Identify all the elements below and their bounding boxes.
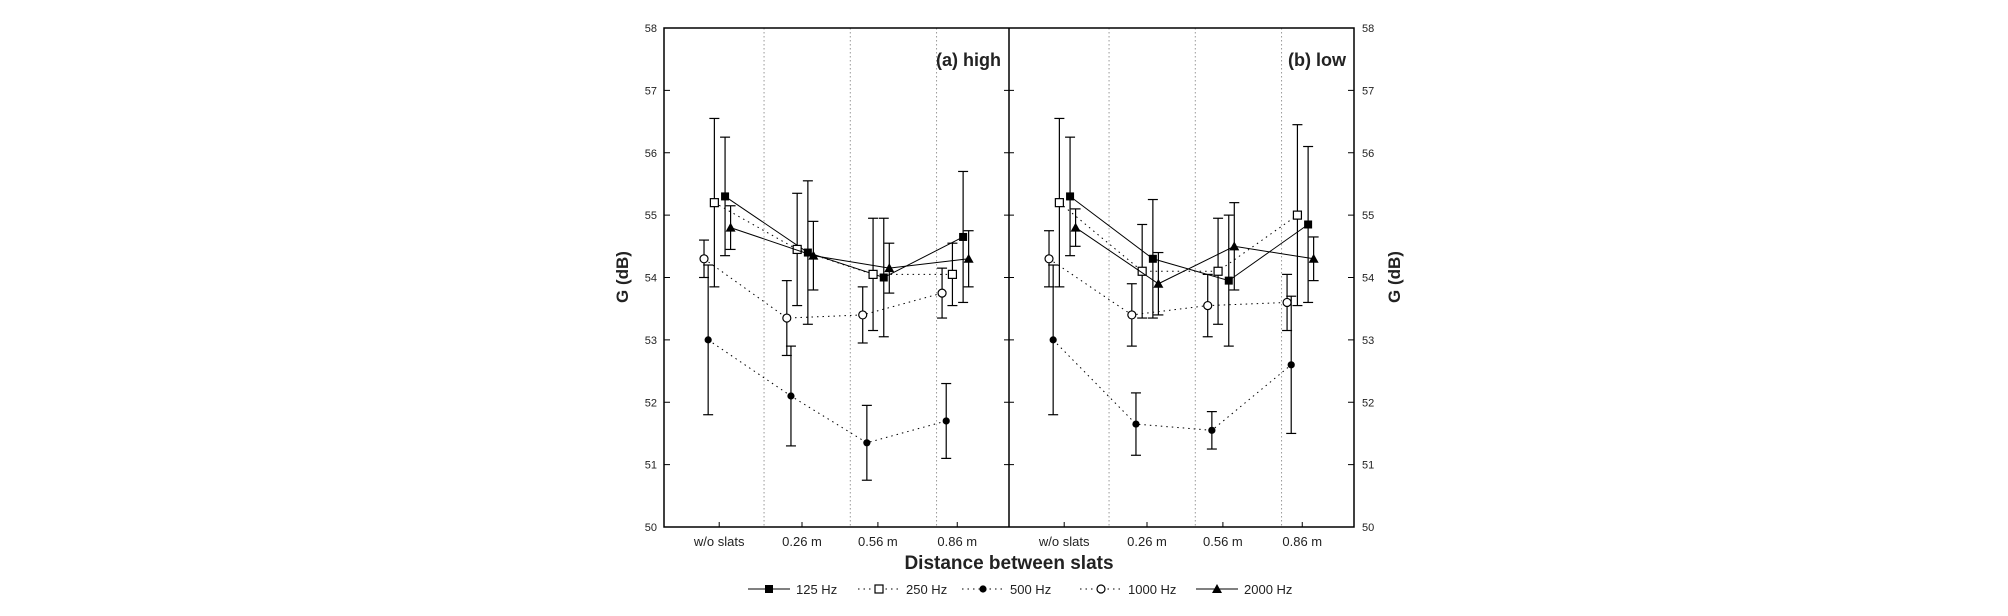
panel-2-data-point bbox=[1208, 426, 1216, 434]
y-tick-label-right: 50 bbox=[1362, 522, 1374, 534]
y-tick-label-left: 58 bbox=[645, 23, 657, 35]
panel-1-data-point bbox=[699, 254, 709, 264]
panel-2-data-point bbox=[1287, 361, 1295, 369]
panel-1-data-point bbox=[709, 198, 719, 208]
panel-2-data-point bbox=[1229, 241, 1240, 251]
panel-1-title: (a) high bbox=[936, 50, 1001, 70]
y-tick-label-right: 51 bbox=[1362, 460, 1374, 472]
text-layer: Distance between slats G (dB) G (dB) w/o… bbox=[613, 23, 1404, 574]
panel-1-x-tick-label: 0.26 m bbox=[782, 534, 822, 549]
panel-2-data-point bbox=[1213, 266, 1223, 276]
panel-2-data-point bbox=[1049, 336, 1057, 344]
panel-2-data-point bbox=[1153, 278, 1164, 288]
panel-2-data-point bbox=[1137, 266, 1147, 276]
legend-entry-label: 2000 Hz bbox=[1244, 582, 1292, 597]
panel-2-x-tick-label: w/o slats bbox=[1038, 534, 1090, 549]
panel-1-x-tick-label: 0.86 m bbox=[937, 534, 977, 549]
y-axis-label-left: G (dB) bbox=[613, 251, 632, 303]
panel-1-data-point bbox=[942, 417, 950, 425]
legend-marker bbox=[1096, 584, 1106, 594]
panel-1-data-point bbox=[879, 273, 888, 282]
y-tick-label-left: 55 bbox=[645, 210, 657, 222]
y-tick-label-right: 52 bbox=[1362, 397, 1374, 409]
legend: 125 Hz 250 Hz 500 Hz 1000 Hz 2000 Hz bbox=[748, 582, 1292, 597]
panel-2-data-point bbox=[1282, 297, 1292, 308]
panel-2-data-point bbox=[1070, 222, 1081, 232]
panel-2-data-point bbox=[1044, 254, 1054, 264]
y-tick-label-left: 50 bbox=[645, 522, 657, 534]
y-axis-label-right: G (dB) bbox=[1385, 251, 1404, 303]
panel-1-data-point bbox=[787, 392, 795, 400]
panel-2-data-point bbox=[1304, 220, 1313, 229]
panel-1-data-point bbox=[858, 310, 868, 320]
y-tick-label-right: 54 bbox=[1362, 273, 1374, 285]
legend-marker bbox=[765, 585, 773, 593]
panel-1-series-line-1 bbox=[724, 195, 964, 279]
y-tick-label-left: 56 bbox=[645, 148, 657, 160]
panel-2-series-line-1 bbox=[1069, 196, 1309, 282]
panel-1-x-tick-label: 0.56 m bbox=[858, 534, 898, 549]
panel-2-data-point bbox=[1224, 276, 1233, 285]
panel-2-x-tick-label: 0.26 m bbox=[1127, 534, 1167, 549]
panel-1-series-line-3 bbox=[707, 339, 947, 444]
panel-2-x-tick-label: 0.56 m bbox=[1203, 534, 1243, 549]
y-tick-label-left: 54 bbox=[645, 273, 657, 285]
panel-1-data-point bbox=[704, 336, 712, 344]
panel-1-data-point bbox=[808, 250, 819, 260]
panel-2-data-point bbox=[1292, 210, 1303, 220]
legend-entry-label: 250 Hz bbox=[906, 582, 947, 597]
panel-2-title: (b) low bbox=[1288, 50, 1347, 70]
panel-2-data-point bbox=[1132, 420, 1140, 428]
panel-1-series-line-2 bbox=[714, 202, 953, 275]
panel-2-data-point bbox=[1203, 300, 1213, 311]
panel-2-series-line-3 bbox=[1052, 339, 1292, 431]
panel-1-x-tick-label: w/o slats bbox=[693, 534, 745, 549]
panel-2-data-point bbox=[1066, 192, 1075, 201]
panel-1-series-line-5 bbox=[730, 227, 969, 269]
legend-marker bbox=[979, 585, 987, 593]
panel-1-data-point bbox=[868, 269, 878, 279]
panel-1-data-point bbox=[782, 313, 792, 323]
panel-2-data-point bbox=[1054, 198, 1064, 208]
panel-2-x-tick-label: 0.86 m bbox=[1282, 534, 1322, 549]
panel-2-series-line-2 bbox=[1059, 202, 1298, 272]
panel-2-data-point bbox=[1148, 254, 1157, 263]
legend-marker bbox=[874, 584, 884, 594]
y-tick-label-right: 57 bbox=[1362, 85, 1374, 97]
axes-layer bbox=[664, 27, 1354, 528]
x-axis-label: Distance between slats bbox=[904, 553, 1113, 574]
panel-1-data-point bbox=[721, 192, 730, 201]
panel-1-data-point bbox=[863, 439, 871, 447]
panel-1-data-point bbox=[803, 248, 812, 257]
legend-entry-label: 500 Hz bbox=[1010, 582, 1051, 597]
legend-entry-label: 1000 Hz bbox=[1128, 582, 1176, 597]
panel-1-data-point bbox=[959, 232, 968, 241]
grid-layer bbox=[763, 28, 1283, 527]
y-tick-label-left: 52 bbox=[645, 397, 657, 409]
panel-1-data-point bbox=[947, 269, 958, 279]
panel-2-data-point bbox=[1127, 310, 1137, 320]
series-layer bbox=[699, 117, 1319, 481]
panel-2-series-line-5 bbox=[1075, 227, 1314, 285]
panel-1-data-point bbox=[792, 244, 802, 255]
panel-1-series-line-4 bbox=[703, 258, 943, 319]
y-tick-label-left: 51 bbox=[645, 460, 657, 472]
y-tick-label-right: 58 bbox=[1362, 23, 1374, 35]
legend-entry-label: 125 Hz bbox=[796, 582, 837, 597]
panel-1-data-point bbox=[725, 222, 736, 232]
panel-2-data-point bbox=[1308, 253, 1319, 263]
y-tick-label-left: 57 bbox=[645, 85, 657, 97]
panel-1-data-point bbox=[937, 288, 947, 298]
panel-2-series-line-4 bbox=[1048, 258, 1288, 316]
y-tick-label-right: 56 bbox=[1362, 148, 1374, 160]
panel-1-data-point bbox=[963, 253, 974, 263]
panel-1-data-point bbox=[884, 263, 895, 273]
y-tick-label-left: 53 bbox=[645, 335, 657, 347]
y-tick-label-right: 55 bbox=[1362, 210, 1374, 222]
y-tick-label-right: 53 bbox=[1362, 335, 1374, 347]
legend-marker bbox=[1212, 584, 1222, 593]
